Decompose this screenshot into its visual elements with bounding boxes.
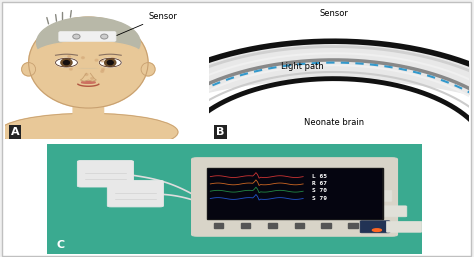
Text: Light source: Light source — [0, 256, 1, 257]
Circle shape — [95, 59, 98, 61]
Text: Light detector: Light detector — [0, 256, 1, 257]
Circle shape — [100, 34, 108, 39]
Bar — [209, 169, 381, 218]
Text: S 79: S 79 — [312, 196, 327, 200]
Bar — [321, 224, 331, 228]
Circle shape — [106, 62, 109, 64]
Ellipse shape — [22, 63, 36, 76]
Ellipse shape — [36, 17, 140, 68]
Text: R 67: R 67 — [312, 181, 327, 186]
Ellipse shape — [99, 58, 121, 67]
Ellipse shape — [35, 41, 142, 68]
Circle shape — [107, 61, 113, 65]
Text: Sensor: Sensor — [319, 9, 348, 18]
Bar — [294, 224, 304, 228]
Bar — [214, 224, 223, 228]
Circle shape — [64, 61, 69, 65]
Circle shape — [68, 56, 71, 58]
Circle shape — [70, 68, 72, 70]
Ellipse shape — [141, 63, 155, 76]
FancyBboxPatch shape — [371, 206, 407, 217]
Text: Sensor: Sensor — [117, 12, 177, 35]
FancyBboxPatch shape — [360, 221, 390, 233]
Circle shape — [85, 74, 88, 76]
Ellipse shape — [55, 58, 77, 67]
Circle shape — [373, 229, 382, 232]
Text: A: A — [11, 127, 19, 137]
Bar — [207, 168, 383, 219]
Circle shape — [82, 57, 84, 59]
Text: Light path: Light path — [281, 62, 324, 71]
FancyBboxPatch shape — [386, 221, 422, 232]
Bar — [241, 224, 250, 228]
Ellipse shape — [0, 113, 178, 151]
FancyBboxPatch shape — [107, 180, 164, 207]
FancyBboxPatch shape — [315, 174, 345, 187]
Circle shape — [101, 68, 104, 70]
Text: L 65: L 65 — [312, 174, 327, 179]
Bar — [268, 224, 277, 228]
Text: Scalp and skull: Scalp and skull — [0, 256, 1, 257]
FancyBboxPatch shape — [77, 160, 134, 187]
Circle shape — [73, 34, 80, 39]
Text: Neonate brain: Neonate brain — [304, 118, 364, 127]
Circle shape — [104, 64, 107, 66]
FancyBboxPatch shape — [345, 205, 375, 217]
Text: S 70: S 70 — [312, 188, 327, 193]
Text: B: B — [216, 127, 225, 137]
FancyBboxPatch shape — [191, 158, 398, 236]
Circle shape — [91, 78, 93, 79]
Circle shape — [105, 59, 116, 66]
FancyBboxPatch shape — [356, 190, 392, 201]
Ellipse shape — [82, 81, 95, 83]
FancyBboxPatch shape — [341, 175, 377, 186]
FancyBboxPatch shape — [73, 97, 104, 121]
Circle shape — [101, 60, 104, 62]
Circle shape — [101, 70, 104, 72]
Circle shape — [61, 59, 72, 66]
FancyBboxPatch shape — [330, 190, 360, 202]
Ellipse shape — [28, 17, 148, 108]
Circle shape — [111, 58, 114, 59]
Text: C: C — [57, 240, 65, 250]
FancyBboxPatch shape — [59, 32, 116, 41]
Bar — [348, 224, 357, 228]
